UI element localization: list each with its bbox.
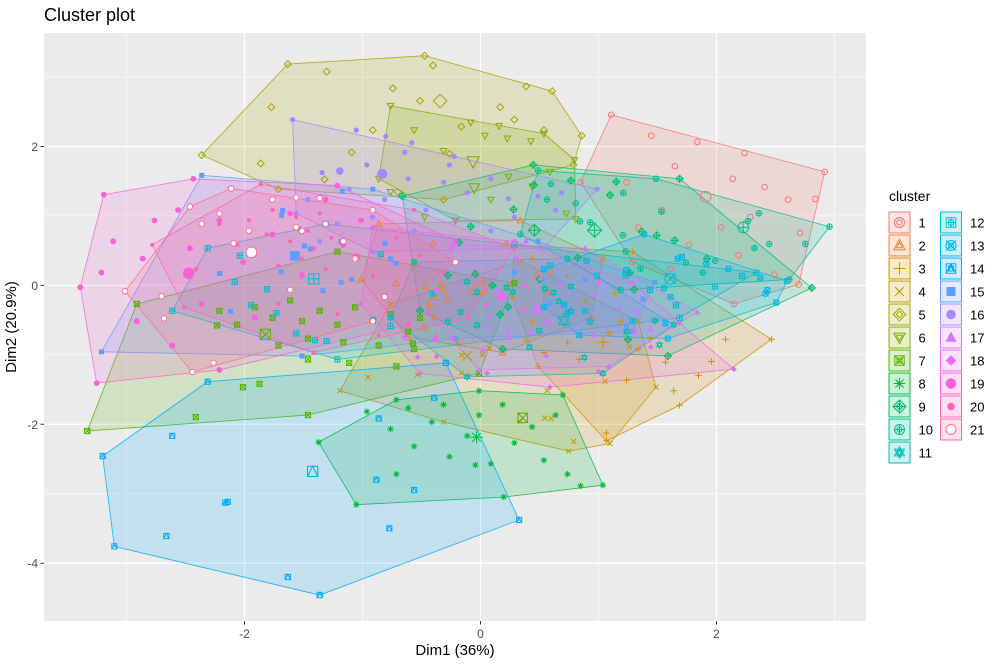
svg-text:15: 15 <box>970 285 984 300</box>
svg-text:6: 6 <box>919 331 926 346</box>
svg-text:cluster: cluster <box>889 188 931 204</box>
svg-text:10: 10 <box>919 423 933 438</box>
svg-text:14: 14 <box>970 262 984 277</box>
svg-text:13: 13 <box>970 239 984 254</box>
svg-text:7: 7 <box>919 354 926 369</box>
svg-text:5: 5 <box>919 308 926 323</box>
svg-text:-2: -2 <box>27 418 38 432</box>
svg-text:0: 0 <box>477 627 484 641</box>
svg-text:16: 16 <box>970 308 984 323</box>
svg-text:2: 2 <box>919 239 926 254</box>
svg-text:2: 2 <box>713 627 720 641</box>
svg-text:Cluster plot: Cluster plot <box>44 5 135 25</box>
svg-text:3: 3 <box>919 262 926 277</box>
svg-text:21: 21 <box>970 423 984 438</box>
svg-text:17: 17 <box>970 331 984 346</box>
svg-text:20: 20 <box>970 400 984 415</box>
svg-text:-4: -4 <box>27 557 38 571</box>
svg-text:4: 4 <box>919 285 926 300</box>
svg-text:9: 9 <box>919 400 926 415</box>
svg-text:Dim1 (36%): Dim1 (36%) <box>415 642 494 659</box>
svg-text:1: 1 <box>919 216 926 231</box>
svg-text:12: 12 <box>970 216 984 231</box>
svg-text:2: 2 <box>31 140 38 154</box>
svg-text:Dim2 (20.9%): Dim2 (20.9%) <box>3 281 20 373</box>
svg-text:18: 18 <box>970 354 984 369</box>
svg-text:19: 19 <box>970 377 984 392</box>
svg-text:0: 0 <box>31 279 38 293</box>
svg-text:11: 11 <box>919 446 933 461</box>
svg-text:8: 8 <box>919 377 926 392</box>
svg-text:-2: -2 <box>239 627 250 641</box>
